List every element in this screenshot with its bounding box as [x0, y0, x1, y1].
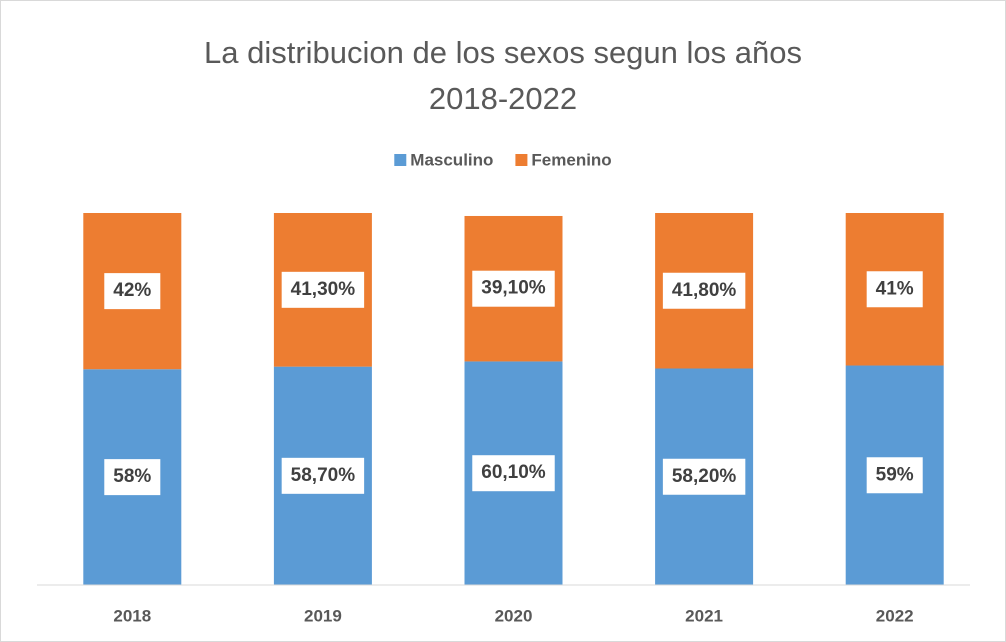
legend-label: Femenino — [531, 150, 611, 169]
data-label-box — [866, 457, 923, 494]
legend-swatch — [394, 154, 407, 166]
data-label: 41,30% — [291, 279, 356, 300]
x-tick-label: 2020 — [495, 606, 533, 625]
x-tick-label: 2018 — [113, 606, 151, 625]
data-label: 58,20% — [672, 466, 737, 487]
data-label-box — [472, 455, 555, 492]
data-label: 59% — [876, 464, 914, 485]
data-label-box — [104, 459, 161, 496]
x-tick-label: 2019 — [304, 606, 342, 625]
legend-swatch — [515, 154, 528, 166]
data-label-box — [104, 273, 161, 310]
data-label: 39,10% — [481, 278, 546, 299]
data-label: 58% — [113, 466, 151, 487]
data-label-box — [281, 457, 365, 494]
data-label-box — [281, 271, 365, 308]
chart-title: La distribucion de los sexos segun los a… — [204, 35, 802, 70]
data-label: 41% — [876, 278, 914, 299]
data-label-box — [866, 271, 923, 308]
chart-title: 2018-2022 — [429, 81, 577, 116]
data-label: 42% — [113, 280, 151, 301]
x-tick-label: 2021 — [685, 606, 723, 625]
data-label-box — [662, 458, 746, 495]
data-label: 58,70% — [291, 465, 356, 486]
x-tick-label: 2022 — [876, 606, 914, 625]
data-label-box — [472, 270, 555, 307]
data-label: 41,80% — [672, 280, 737, 301]
legend-label: Masculino — [410, 150, 493, 169]
data-label: 60,10% — [481, 462, 546, 483]
data-label-box — [662, 272, 746, 309]
